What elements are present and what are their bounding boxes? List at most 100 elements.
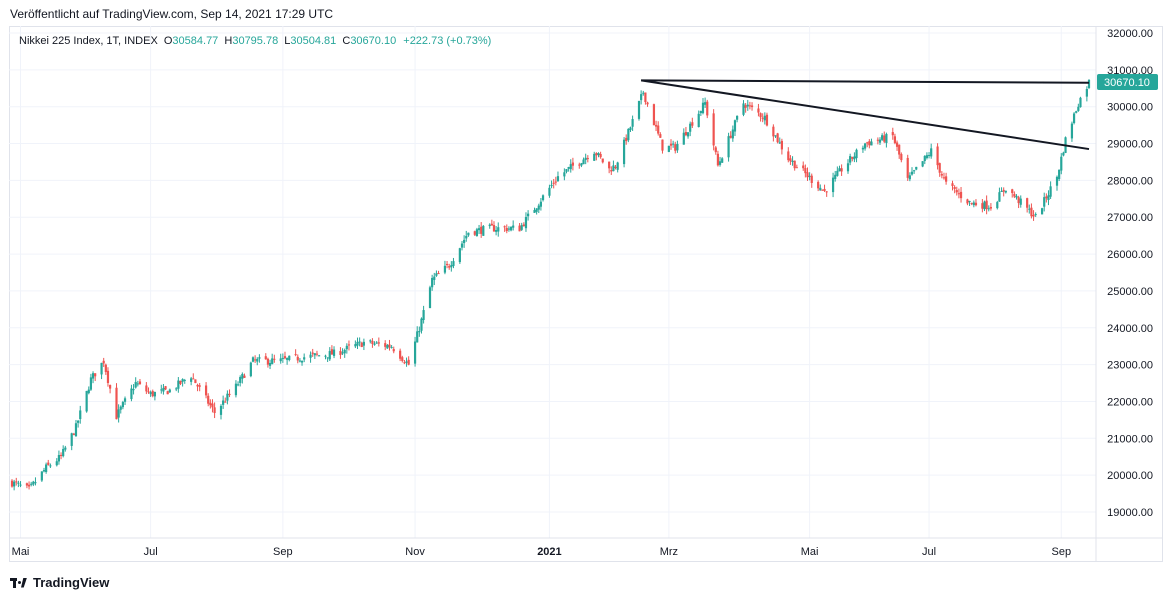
candle-body [520, 225, 523, 230]
tradingview-logo[interactable]: TradingView [10, 575, 109, 590]
candle-body [463, 239, 466, 244]
candle-body [431, 277, 434, 288]
candle-body [704, 102, 707, 105]
candle-body [539, 201, 543, 207]
candle-body [1017, 197, 1020, 204]
candle-body [194, 379, 197, 384]
candle-body [900, 154, 903, 161]
candle-body [787, 151, 790, 161]
candle-body [1032, 215, 1035, 217]
candle-body [79, 410, 82, 420]
candle-body [34, 482, 37, 484]
candle-body [522, 224, 525, 227]
candle-body [198, 385, 201, 387]
candle-body [226, 393, 229, 401]
candle-body [672, 143, 675, 145]
candle-body [808, 175, 811, 177]
candle-body [1072, 113, 1076, 124]
candle-body [243, 375, 246, 378]
candle-body [130, 388, 133, 400]
candle-body [239, 377, 242, 383]
candle-body [1015, 195, 1018, 198]
candle-body [608, 161, 611, 169]
candle-body [437, 273, 440, 275]
candle-body [652, 104, 656, 126]
candle-body [765, 114, 769, 126]
candle-body [390, 347, 393, 349]
candle-body [957, 193, 961, 195]
candle-body [94, 373, 97, 377]
candle-body [123, 398, 127, 402]
candle-body [160, 389, 163, 391]
price-tick-label: 30000.00 [1107, 102, 1153, 114]
price-axis: 32000.00 31000.00 30000.00 29000.00 28000.00… [1107, 28, 1153, 519]
candle-body [580, 163, 583, 166]
candle-body [74, 423, 78, 437]
candle-body [913, 170, 916, 172]
candle-body [249, 362, 252, 377]
candle-body [701, 102, 705, 114]
candle-body [721, 158, 724, 163]
candle-body [428, 287, 432, 309]
candle-body [780, 140, 783, 150]
candle-body [10, 480, 14, 487]
candle-body [166, 391, 169, 395]
candle-body [190, 378, 193, 382]
candle-body [136, 383, 139, 385]
candle-body [343, 349, 346, 354]
grid-lines [9, 26, 1096, 538]
candle-body [104, 364, 107, 373]
high-value: 30795.78 [232, 35, 279, 47]
candle-body [870, 141, 873, 146]
candle-body [507, 228, 511, 230]
symbol-name: Nikkei 225 Index, 1T, INDEX [19, 35, 158, 47]
candle-body [294, 354, 297, 356]
candle-body [989, 206, 992, 209]
candle-body [401, 357, 404, 361]
candle-body [996, 202, 999, 209]
candle-body [595, 153, 598, 156]
candle-body [254, 359, 257, 361]
time-tick-label: Mai [801, 546, 819, 558]
candle-body [819, 187, 822, 191]
candle-body [563, 172, 566, 177]
time-tick-label: Jul [922, 546, 936, 558]
candle-body [661, 139, 664, 151]
candle-body [77, 420, 80, 423]
candle-body [565, 169, 568, 172]
candle-body [863, 143, 867, 149]
candle-body [676, 143, 679, 151]
candle-body [791, 160, 794, 162]
candle-body [25, 483, 29, 486]
candle-body [625, 137, 628, 142]
candle-body [196, 384, 199, 387]
candle-body [495, 230, 498, 232]
candle-body [175, 388, 178, 390]
candle-body [388, 344, 391, 348]
candle-body [817, 181, 820, 189]
candle-body [87, 389, 90, 394]
candle-body [930, 148, 933, 157]
candle-body [1043, 197, 1046, 207]
candle-body [972, 202, 975, 206]
candle-body [554, 181, 557, 183]
candle-body [1040, 208, 1044, 215]
candle-body [686, 132, 690, 137]
candle-body [599, 154, 602, 158]
candle-body [256, 358, 259, 362]
candle-body [117, 409, 120, 418]
candle-body [488, 224, 491, 227]
trendline [640, 79, 1090, 151]
price-tick-label: 28000.00 [1107, 175, 1153, 187]
candle-body [849, 156, 852, 163]
candle-body [718, 161, 722, 165]
price-tick-label: 23000.00 [1107, 360, 1153, 372]
candle-body [241, 373, 244, 379]
candle-body [657, 125, 660, 134]
candle-body [443, 265, 447, 273]
trendline [641, 79, 1090, 84]
candle-body [181, 379, 184, 382]
candle-body [836, 170, 839, 176]
published-caption: Veröffentlicht auf TradingView.com, Sep … [10, 7, 334, 21]
